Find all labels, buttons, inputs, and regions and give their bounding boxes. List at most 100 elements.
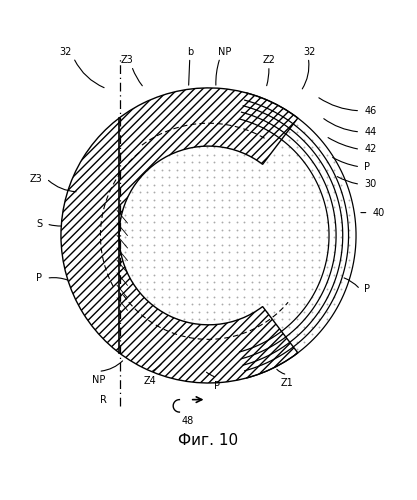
Point (278, 144, 285, 152)
Point (84, 256, 90, 264)
Point (158, 136, 165, 144)
Point (226, 360, 233, 368)
Point (181, 248, 188, 256)
Point (293, 286, 300, 294)
Point (158, 256, 165, 264)
Point (293, 278, 300, 286)
Point (91, 270, 98, 278)
Point (249, 144, 255, 152)
Point (173, 308, 180, 316)
Point (181, 158, 188, 166)
Point (181, 233, 188, 241)
Point (249, 166, 255, 174)
Point (69, 278, 75, 286)
Point (143, 203, 150, 211)
Point (271, 158, 277, 166)
Point (264, 256, 270, 264)
Point (331, 218, 337, 226)
Point (203, 196, 210, 203)
Point (264, 166, 270, 174)
Text: Z3: Z3 (30, 174, 42, 184)
Point (91, 256, 98, 264)
Point (188, 338, 195, 346)
Point (99, 136, 106, 144)
Point (76, 278, 83, 286)
Point (256, 233, 263, 241)
Point (226, 346, 233, 354)
Point (181, 368, 188, 376)
Point (308, 174, 315, 182)
Text: 42: 42 (364, 144, 377, 154)
Point (338, 286, 345, 294)
Point (114, 210, 121, 218)
Point (293, 330, 300, 338)
Point (196, 114, 203, 122)
Point (136, 308, 143, 316)
Point (338, 210, 345, 218)
Point (219, 368, 225, 376)
Point (323, 226, 330, 234)
Point (136, 248, 143, 256)
Point (249, 286, 255, 294)
Point (121, 316, 128, 324)
Point (241, 158, 248, 166)
Point (338, 180, 345, 188)
Point (151, 278, 158, 286)
Point (271, 114, 277, 122)
Point (129, 180, 136, 188)
Point (249, 174, 255, 182)
Point (173, 98, 180, 106)
Point (203, 174, 210, 182)
Point (114, 278, 121, 286)
Circle shape (61, 88, 356, 383)
Point (293, 136, 300, 144)
Point (219, 233, 225, 241)
Point (264, 106, 270, 114)
Point (121, 240, 128, 248)
Point (241, 316, 248, 324)
Point (256, 240, 263, 248)
Point (293, 323, 300, 331)
Point (106, 323, 113, 331)
Point (129, 286, 136, 294)
Point (331, 270, 337, 278)
Point (323, 196, 330, 203)
Point (158, 316, 165, 324)
Point (226, 256, 233, 264)
Point (114, 293, 121, 301)
Point (316, 210, 322, 218)
Point (249, 136, 255, 144)
Point (256, 114, 263, 122)
Point (196, 376, 203, 384)
Text: 44: 44 (364, 127, 377, 137)
Point (278, 300, 285, 308)
Point (129, 248, 136, 256)
Point (158, 98, 165, 106)
Point (211, 240, 218, 248)
Point (158, 188, 165, 196)
Point (151, 121, 158, 129)
Point (241, 240, 248, 248)
Point (286, 278, 292, 286)
Point (271, 180, 277, 188)
Point (158, 240, 165, 248)
Point (219, 91, 225, 99)
Point (308, 300, 315, 308)
Point (203, 346, 210, 354)
Point (143, 188, 150, 196)
Point (234, 114, 240, 122)
Point (188, 360, 195, 368)
Point (196, 203, 203, 211)
Point (143, 248, 150, 256)
Point (256, 330, 263, 338)
Point (286, 158, 292, 166)
Point (271, 353, 277, 361)
Point (203, 240, 210, 248)
Point (91, 144, 98, 152)
Point (196, 346, 203, 354)
Point (331, 286, 337, 294)
Point (143, 233, 150, 241)
Point (196, 368, 203, 376)
Point (286, 144, 292, 152)
Point (256, 248, 263, 256)
